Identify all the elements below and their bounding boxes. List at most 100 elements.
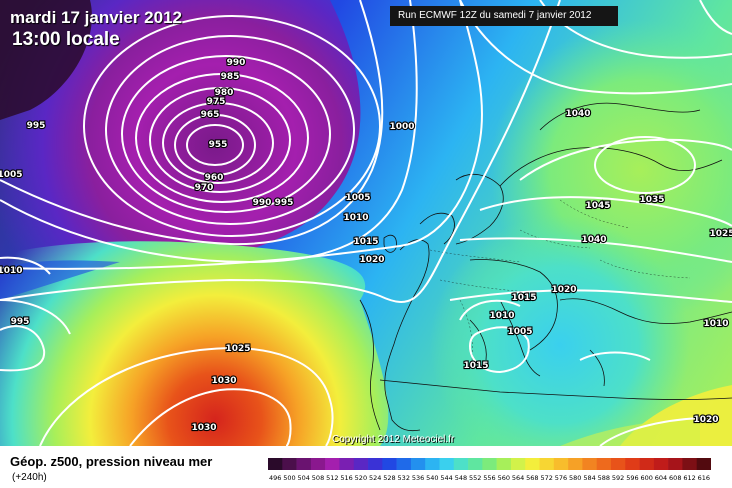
legend-swatch xyxy=(539,458,555,470)
legend-value: 524 xyxy=(369,474,381,482)
legend-value: 584 xyxy=(583,474,595,482)
legend-value: 496 xyxy=(269,474,281,482)
isobar-label: 1035 xyxy=(639,195,664,205)
legend-swatch xyxy=(368,458,383,470)
isobar-label: 995 xyxy=(27,121,46,131)
isobar-label: 1005 xyxy=(345,193,370,203)
legend-value: 548 xyxy=(455,474,467,482)
legend-value: 616 xyxy=(698,474,710,482)
isobar-label: 1025 xyxy=(225,344,250,354)
legend-swatch xyxy=(553,458,569,470)
legend-swatch xyxy=(482,458,497,470)
legend-value: 544 xyxy=(440,474,452,482)
legend-value: 508 xyxy=(312,474,324,482)
isobar-label: 990 xyxy=(253,198,272,208)
legend-value: 540 xyxy=(426,474,438,482)
legend-value: 572 xyxy=(540,474,552,482)
legend-value: 528 xyxy=(383,474,395,482)
low-pressure-zone xyxy=(0,0,361,268)
legend-swatch xyxy=(653,458,669,470)
legend-swatch xyxy=(682,458,698,470)
legend-swatch xyxy=(425,458,440,470)
legend-swatch xyxy=(296,458,312,470)
legend-swatch xyxy=(668,458,683,470)
forecast-range: (+240h) xyxy=(12,472,47,483)
legend-swatch xyxy=(610,458,626,470)
legend-value: 500 xyxy=(283,474,295,482)
legend-value: 520 xyxy=(355,474,367,482)
map-variable-title: Géop. z500, pression niveau mer xyxy=(10,454,213,469)
legend-value: 568 xyxy=(526,474,538,482)
forecast-local-time: 13:00 locale xyxy=(12,29,120,50)
isobar-label: 1010 xyxy=(703,319,728,329)
isobar-label: 1015 xyxy=(353,237,378,247)
isobar-label: 970 xyxy=(195,183,214,193)
legend-swatch xyxy=(268,458,283,470)
legend-swatch xyxy=(439,458,455,470)
coastlines xyxy=(359,102,732,432)
legend-swatch xyxy=(639,458,655,470)
legend-swatch xyxy=(282,458,297,470)
legend-value: 512 xyxy=(326,474,338,482)
legend-swatch xyxy=(453,458,469,470)
isobar-label: 1005 xyxy=(507,327,532,337)
isobar-label: 995 xyxy=(275,198,294,208)
isobar-label: 975 xyxy=(207,97,226,107)
legend-value: 560 xyxy=(498,474,510,482)
legend-value: 608 xyxy=(669,474,681,482)
isobar-label: 1020 xyxy=(359,255,384,265)
isobar-label: 965 xyxy=(201,110,220,120)
isobar-label: 995 xyxy=(11,317,30,327)
legend-swatch xyxy=(582,458,597,470)
legend-swatch xyxy=(525,458,540,470)
legend-swatch xyxy=(382,458,397,470)
isobars xyxy=(0,0,732,446)
legend-swatch xyxy=(310,458,326,470)
legend-swatch xyxy=(625,458,640,470)
legend-swatch xyxy=(410,458,426,470)
copyright-notice: Copyright 2012 Meteociel.fr xyxy=(332,434,455,445)
legend-value: 564 xyxy=(512,474,524,482)
legend-value: 612 xyxy=(683,474,695,482)
legend-value: 604 xyxy=(655,474,667,482)
legend-swatch xyxy=(396,458,412,470)
isobar-label: 1015 xyxy=(511,293,536,303)
legend-value: 556 xyxy=(483,474,495,482)
forecast-date: mardi 17 janvier 2012 xyxy=(10,8,183,27)
isobar-label: 960 xyxy=(205,173,224,183)
legend-swatch xyxy=(496,458,512,470)
isobar-label: 1010 xyxy=(489,311,514,321)
isobar-label: 1000 xyxy=(389,122,414,132)
legend-value: 600 xyxy=(640,474,652,482)
model-run-info: Run ECMWF 12Z du samedi 7 janvier 2012 xyxy=(390,6,618,26)
legend-value: 552 xyxy=(469,474,481,482)
isobar-label: 1030 xyxy=(211,376,236,386)
legend-value: 580 xyxy=(569,474,581,482)
legend-swatch xyxy=(353,458,369,470)
legend-value: 592 xyxy=(612,474,624,482)
isobar-label: 1045 xyxy=(585,201,610,211)
legend-value: 596 xyxy=(626,474,638,482)
legend-swatch xyxy=(596,458,612,470)
legend-value: 536 xyxy=(412,474,424,482)
legend-swatch xyxy=(339,458,355,470)
legend-value: 516 xyxy=(340,474,352,482)
high-pressure-zone xyxy=(0,241,389,446)
legend-footer: Géop. z500, pression niveau mer (+240h) … xyxy=(0,446,732,488)
isobar-label: 1015 xyxy=(463,361,488,371)
isobar-label: 990 xyxy=(227,58,246,68)
legend-swatch xyxy=(325,458,340,470)
isobar-label: 980 xyxy=(215,88,234,98)
isobar-label: 1005 xyxy=(0,170,23,180)
legend-swatch xyxy=(468,458,483,470)
legend-value: 532 xyxy=(398,474,410,482)
isobar-label: 1025 xyxy=(709,229,732,239)
legend-value: 576 xyxy=(555,474,567,482)
isobar-label: 1020 xyxy=(693,415,718,425)
legend-value: 588 xyxy=(598,474,610,482)
isobar-label: 1020 xyxy=(551,285,576,295)
legend-swatch xyxy=(568,458,583,470)
